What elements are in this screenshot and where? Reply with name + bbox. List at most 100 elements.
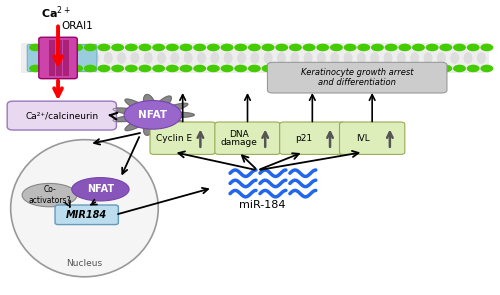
Ellipse shape xyxy=(277,52,286,64)
FancyBboxPatch shape xyxy=(39,37,77,79)
Circle shape xyxy=(220,44,234,51)
FancyBboxPatch shape xyxy=(150,122,216,154)
Circle shape xyxy=(193,65,206,72)
Ellipse shape xyxy=(50,52,59,64)
FancyBboxPatch shape xyxy=(27,45,47,71)
Circle shape xyxy=(152,44,165,51)
Circle shape xyxy=(440,65,452,72)
Circle shape xyxy=(358,44,370,51)
Ellipse shape xyxy=(170,52,179,64)
Circle shape xyxy=(43,44,56,51)
Circle shape xyxy=(43,65,56,72)
Circle shape xyxy=(302,65,316,72)
Circle shape xyxy=(220,65,234,72)
Ellipse shape xyxy=(77,52,86,64)
Circle shape xyxy=(289,65,302,72)
FancyBboxPatch shape xyxy=(55,205,118,224)
Circle shape xyxy=(56,44,70,51)
Circle shape xyxy=(111,44,124,51)
Ellipse shape xyxy=(210,52,220,64)
FancyBboxPatch shape xyxy=(268,62,447,93)
Text: Ca²⁺/calcineurin: Ca²⁺/calcineurin xyxy=(25,111,99,120)
Circle shape xyxy=(358,65,370,72)
Circle shape xyxy=(180,44,192,51)
Ellipse shape xyxy=(317,52,326,64)
Circle shape xyxy=(84,65,97,72)
Circle shape xyxy=(480,65,494,72)
Circle shape xyxy=(56,65,70,72)
Circle shape xyxy=(426,44,438,51)
Circle shape xyxy=(466,44,479,51)
Circle shape xyxy=(138,65,151,72)
Ellipse shape xyxy=(290,52,300,64)
Ellipse shape xyxy=(304,52,312,64)
Circle shape xyxy=(289,44,302,51)
Circle shape xyxy=(275,44,288,51)
Circle shape xyxy=(207,44,220,51)
Ellipse shape xyxy=(250,52,260,64)
Circle shape xyxy=(248,65,261,72)
Ellipse shape xyxy=(477,52,486,64)
Circle shape xyxy=(316,65,329,72)
Circle shape xyxy=(125,44,138,51)
Ellipse shape xyxy=(10,140,158,277)
Circle shape xyxy=(125,65,138,72)
Ellipse shape xyxy=(330,52,340,64)
Circle shape xyxy=(440,44,452,51)
Circle shape xyxy=(371,65,384,72)
Circle shape xyxy=(330,65,343,72)
Text: Ca$^{2+}$: Ca$^{2+}$ xyxy=(40,5,70,22)
Circle shape xyxy=(70,65,83,72)
Circle shape xyxy=(344,44,356,51)
Circle shape xyxy=(453,65,466,72)
Ellipse shape xyxy=(410,52,419,64)
Ellipse shape xyxy=(384,52,392,64)
Circle shape xyxy=(207,65,220,72)
Circle shape xyxy=(248,44,261,51)
Polygon shape xyxy=(113,94,194,135)
Circle shape xyxy=(426,65,438,72)
Ellipse shape xyxy=(117,52,126,64)
Circle shape xyxy=(234,44,247,51)
Ellipse shape xyxy=(397,52,406,64)
Ellipse shape xyxy=(237,52,246,64)
Circle shape xyxy=(384,65,398,72)
Circle shape xyxy=(262,44,274,51)
Circle shape xyxy=(412,65,425,72)
Text: Co-
activators?: Co- activators? xyxy=(28,185,71,205)
Ellipse shape xyxy=(424,52,432,64)
Circle shape xyxy=(275,65,288,72)
Circle shape xyxy=(371,44,384,51)
Circle shape xyxy=(166,44,179,51)
Ellipse shape xyxy=(197,52,206,64)
Text: DNA: DNA xyxy=(228,130,248,139)
Text: NFAT: NFAT xyxy=(87,184,114,194)
Text: MIR184: MIR184 xyxy=(66,210,108,220)
Circle shape xyxy=(466,65,479,72)
Text: damage: damage xyxy=(220,138,257,147)
Ellipse shape xyxy=(90,52,100,64)
Ellipse shape xyxy=(37,52,46,64)
Circle shape xyxy=(193,44,206,51)
Text: ORAI1: ORAI1 xyxy=(61,21,93,31)
Text: Keratinocyte growth arrest
and differentiation: Keratinocyte growth arrest and different… xyxy=(301,68,414,87)
Circle shape xyxy=(70,44,83,51)
Circle shape xyxy=(138,44,151,51)
Circle shape xyxy=(29,65,42,72)
Ellipse shape xyxy=(124,101,182,129)
Ellipse shape xyxy=(157,52,166,64)
Ellipse shape xyxy=(264,52,272,64)
Ellipse shape xyxy=(344,52,352,64)
Ellipse shape xyxy=(64,52,72,64)
Circle shape xyxy=(98,65,110,72)
Circle shape xyxy=(98,44,110,51)
FancyBboxPatch shape xyxy=(280,122,345,154)
Circle shape xyxy=(152,65,165,72)
Circle shape xyxy=(453,44,466,51)
Ellipse shape xyxy=(184,52,192,64)
Bar xyxy=(20,43,490,73)
Ellipse shape xyxy=(130,52,140,64)
FancyBboxPatch shape xyxy=(7,101,116,130)
Text: Cyclin E: Cyclin E xyxy=(156,134,192,143)
Circle shape xyxy=(84,44,97,51)
